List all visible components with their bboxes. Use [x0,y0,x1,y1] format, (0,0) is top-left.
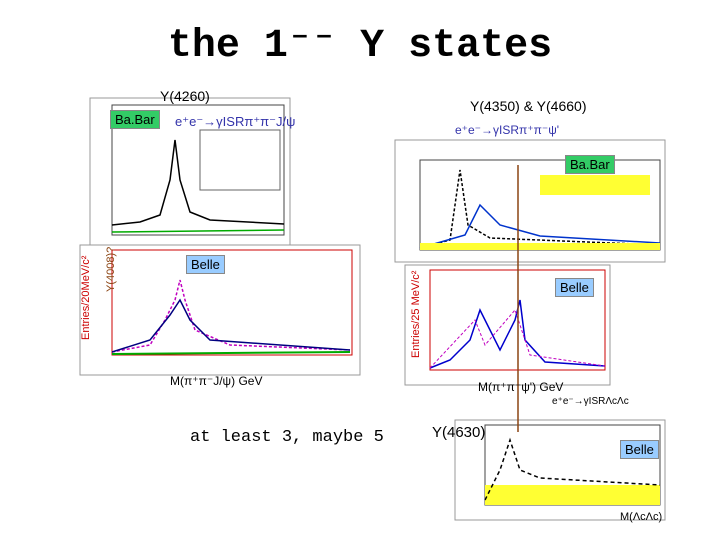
plot-shape [111,298,351,353]
x-axis-label: M(π⁺π⁻ψ') GeV [478,380,564,394]
experiment-tag: Ba.Bar [565,155,615,174]
y-axis-label: Entries/20MeV/c² [80,255,92,340]
y-axis-label: Entries/25 MeV/c² [410,270,422,358]
plot-shape [485,485,660,505]
x-axis-label: M(ΛcΛc) [620,511,663,523]
experiment-tag: Belle [620,440,659,459]
experiment-tag: Belle [555,278,594,297]
plot-shape [111,229,285,233]
experiment-tag: Ba.Bar [110,110,160,129]
plot-shape [540,175,650,195]
plot-shape [484,437,661,501]
plot-shape [419,203,661,249]
state-label: Y(4260) [160,88,210,104]
plot-shape [111,139,285,226]
plot-shape [199,129,281,191]
state-label: Y(4008)? [105,246,117,292]
state-label: Y(4350) & Y(4660) [470,98,587,114]
experiment-tag: Belle [186,255,225,274]
plot-shape [429,299,606,369]
plot-shape [111,279,351,353]
state-label: Y(4630) [432,424,486,441]
x-axis-label: M(π⁺π⁻J/ψ) GeV [170,374,263,388]
reaction-label: e⁺e⁻→γISRπ⁺π⁻ψ' [455,123,560,137]
plot-shape [111,104,285,236]
reaction-label: e⁺e⁻→γISRΛcΛc [552,396,629,407]
plot-belle-lambdac [454,419,666,521]
plot-shape [111,351,351,355]
plot-shape [111,249,353,356]
reaction-label: e⁺e⁻→γISRπ⁺π⁻J/ψ [175,114,296,129]
plot-babar-psi2s [394,139,666,263]
plot-shape [429,309,606,369]
slide-title: the 1⁻⁻ Y states [167,24,553,69]
summary: at least 3, maybe 5 [190,428,384,447]
plot-shape [420,243,660,250]
